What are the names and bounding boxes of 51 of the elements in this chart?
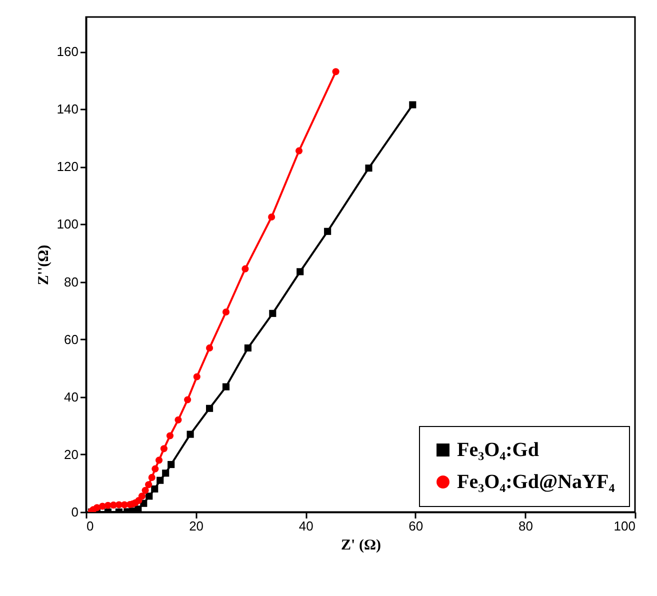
point	[166, 432, 174, 440]
point	[409, 101, 416, 108]
point	[222, 308, 230, 316]
y-tick-label: 0	[71, 504, 78, 520]
x-tick-label: 100	[614, 518, 636, 534]
point	[152, 465, 159, 472]
point	[222, 383, 230, 390]
x-tick-label: 20	[189, 518, 204, 534]
point	[168, 460, 175, 468]
point	[160, 445, 168, 452]
y-axis-title: Z''(Ω)	[36, 244, 52, 286]
legend-label: Fe₃O₄:Gd	[457, 439, 539, 461]
point	[365, 164, 372, 172]
point	[174, 416, 182, 424]
point	[145, 481, 152, 488]
x-tick-label: 0	[86, 518, 94, 534]
point	[332, 68, 340, 76]
point	[138, 492, 146, 500]
x-tick-label: 60	[408, 518, 424, 534]
point	[269, 310, 276, 317]
y-tick-label: 140	[56, 102, 78, 117]
point	[193, 373, 200, 380]
point	[206, 404, 214, 412]
point	[146, 492, 153, 500]
point	[142, 486, 149, 494]
point	[296, 268, 304, 276]
point	[156, 476, 164, 484]
point	[186, 430, 194, 438]
point	[244, 344, 252, 352]
y-tick-label: 100	[56, 216, 78, 232]
point	[324, 228, 332, 235]
point	[134, 506, 142, 512]
point	[184, 396, 192, 404]
y-tick-label: 20	[64, 446, 78, 462]
point	[155, 456, 163, 464]
y-tick-label: 120	[56, 159, 78, 174]
point	[151, 485, 158, 493]
x-axis-title: Z' (Ω)	[341, 538, 381, 554]
y-tick-label: 60	[64, 332, 78, 347]
y-tick-label: 160	[56, 44, 78, 60]
y-tick-label: 40	[64, 389, 78, 404]
point	[148, 474, 156, 481]
point	[268, 213, 276, 221]
legend-label: Fe₃O₄:Gd@NaYF₄	[457, 471, 615, 493]
point	[206, 344, 214, 352]
x-tick-label: 80	[518, 518, 533, 534]
point	[242, 265, 249, 272]
x-tick-label: 40	[298, 518, 314, 534]
point	[295, 147, 303, 154]
point	[162, 470, 170, 477]
y-tick-label: 80	[64, 274, 78, 290]
